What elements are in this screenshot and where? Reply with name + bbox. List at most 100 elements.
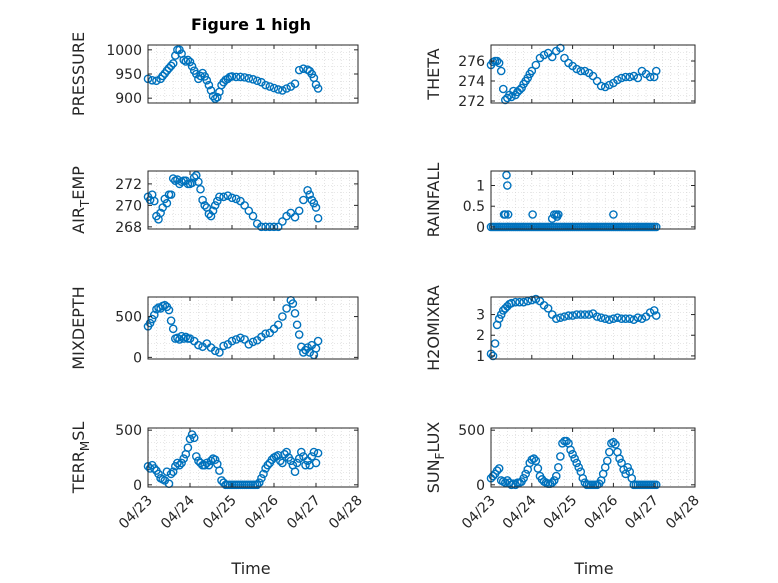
data-point xyxy=(208,91,218,101)
data-point xyxy=(623,463,632,472)
data-point xyxy=(605,80,614,90)
data-point xyxy=(254,478,264,487)
data-point xyxy=(156,208,165,218)
data-point xyxy=(313,336,323,346)
data-point xyxy=(503,181,512,190)
data-point xyxy=(584,310,594,319)
data-point xyxy=(551,471,561,481)
data-point xyxy=(147,314,157,324)
data-point xyxy=(240,73,249,82)
data-point xyxy=(257,473,266,483)
data-point xyxy=(282,304,291,313)
data-point xyxy=(158,71,167,81)
y-axis-label-main: H2OMIXRA xyxy=(424,285,443,371)
data-point xyxy=(519,473,528,483)
data-point xyxy=(231,335,241,344)
y-axis-label-sub: F xyxy=(433,452,447,459)
y-axis-label: SUNFLUX xyxy=(424,422,447,494)
data-point xyxy=(265,82,275,91)
data-point xyxy=(240,335,249,344)
data-point xyxy=(498,84,508,94)
data-point xyxy=(206,211,216,221)
data-point xyxy=(651,480,661,490)
data-point xyxy=(529,454,539,463)
data-point xyxy=(521,469,530,479)
data-point xyxy=(299,348,308,357)
data-point xyxy=(621,72,630,82)
y-axis-label-main: SUN xyxy=(424,459,443,493)
y-axis-label-main: AIR xyxy=(69,207,88,234)
x-tick-label: 04/23 xyxy=(459,493,499,533)
data-point xyxy=(551,314,561,324)
data-point xyxy=(600,82,610,92)
y-tick-label: 276 xyxy=(458,54,485,70)
y-tick-label: 500 xyxy=(458,423,485,439)
data-point xyxy=(560,312,569,321)
data-point xyxy=(164,63,174,73)
y-tick-label: 0 xyxy=(133,350,142,366)
data-point xyxy=(147,75,157,85)
y-axis-label: RAINFALL xyxy=(424,163,443,238)
y-tick-label: 950 xyxy=(115,67,142,83)
data-point xyxy=(294,65,304,75)
subplot-1: 900 950 1000 PRESSURE xyxy=(69,32,359,116)
x-tick-label: 04/28 xyxy=(326,493,366,533)
data-point xyxy=(547,52,557,62)
data-point xyxy=(566,445,575,455)
data-point xyxy=(602,456,612,466)
data-point xyxy=(568,311,577,320)
data-point xyxy=(212,196,222,206)
y-axis-label-suffix: EMP xyxy=(69,166,88,200)
data-point xyxy=(290,467,300,477)
data-point xyxy=(556,452,565,461)
data-point xyxy=(168,324,178,334)
minor-grid xyxy=(491,428,695,487)
data-point xyxy=(651,66,661,76)
y-axis-label-main: PRESSURE xyxy=(69,32,88,116)
data-point xyxy=(173,458,182,468)
data-point xyxy=(496,310,506,319)
data-point xyxy=(592,76,602,86)
x-tick-label: 04/27 xyxy=(622,493,662,533)
data-point xyxy=(645,72,655,82)
x-tick-label: 04/25 xyxy=(541,493,581,533)
data-point xyxy=(576,66,586,76)
data-point xyxy=(294,330,304,339)
x-axis-label-left: Time xyxy=(230,559,270,578)
data-point xyxy=(185,57,195,67)
data-point xyxy=(204,80,214,90)
data-point xyxy=(278,458,287,468)
y-axis-label-suffix: SL xyxy=(69,422,88,441)
y-tick-label: 500 xyxy=(115,310,142,326)
data-point xyxy=(219,341,228,351)
axes-frame xyxy=(147,296,359,360)
data-point xyxy=(160,300,170,310)
data-point xyxy=(492,466,502,475)
data-point xyxy=(309,198,319,208)
data-point xyxy=(263,460,273,470)
data-markers xyxy=(486,170,661,232)
y-axis-label: AIRTEMP xyxy=(69,166,92,234)
data-point xyxy=(210,346,220,356)
data-point xyxy=(179,334,188,343)
data-point xyxy=(313,84,323,93)
data-point xyxy=(257,222,266,232)
data-point xyxy=(185,434,195,444)
data-point xyxy=(576,310,586,319)
data-point xyxy=(629,71,639,81)
data-point xyxy=(651,222,661,232)
data-point xyxy=(202,458,212,468)
data-point xyxy=(296,447,306,457)
subplot-5: 0 500 MIXDEPTH xyxy=(69,286,359,370)
data-point xyxy=(568,449,577,459)
data-point xyxy=(145,318,155,328)
y-tick-label: 272 xyxy=(115,177,142,193)
data-point xyxy=(227,336,237,346)
data-point xyxy=(244,340,254,349)
minor-grid xyxy=(148,171,358,229)
data-point xyxy=(166,190,176,199)
data-point xyxy=(292,458,302,468)
y-tick-label: 270 xyxy=(115,198,142,214)
y-axis-label-main: TERR xyxy=(69,451,88,494)
data-point xyxy=(278,86,287,95)
